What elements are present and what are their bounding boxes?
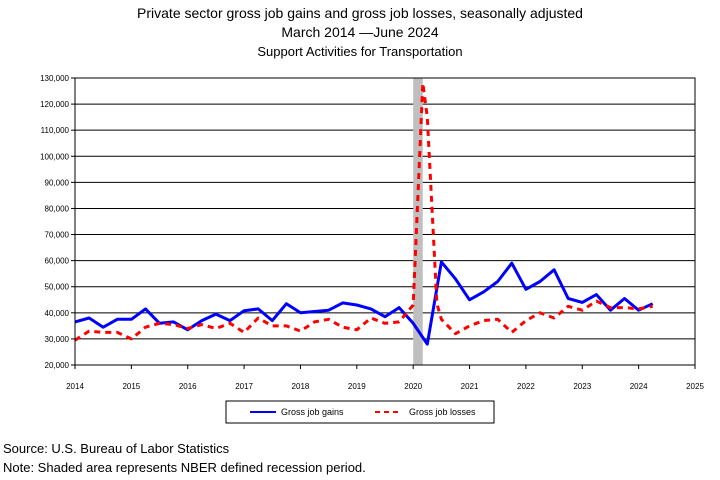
chart-title: Private sector gross job gains and gross…: [137, 5, 583, 21]
series-line-gross-job-losses: [74, 81, 653, 342]
y-tick-label: 80,000: [45, 204, 70, 213]
legend-label-gross-job-gains: Gross job gains: [281, 407, 344, 417]
y-tick-label: 130,000: [40, 74, 69, 83]
y-tick-label: 90,000: [45, 178, 70, 187]
x-tick-label: 2017: [235, 382, 253, 391]
y-tick-label: 100,000: [40, 152, 69, 161]
chart-subtitle-industry: Support Activities for Transportation: [257, 44, 463, 59]
legend-box: [225, 400, 495, 424]
x-tick-label: 2015: [122, 382, 140, 391]
legend: Gross job gains Gross job losses: [225, 400, 495, 424]
gridlines: [75, 103, 695, 340]
y-tick-label: 30,000: [45, 335, 70, 344]
y-tick-label: 70,000: [45, 231, 70, 240]
x-axis: 2014 2015 2016 2017 2018 2019 2020 2021 2022 2023…: [66, 365, 704, 391]
x-tick-label: 2019: [348, 382, 366, 391]
chart-subtitle-period: March 2014 —June 2024: [281, 24, 439, 40]
source-note: Source: U.S. Bureau of Labor Statistics: [3, 441, 230, 456]
x-tick-label: 2025: [686, 382, 704, 391]
y-tick-label: 50,000: [45, 283, 70, 292]
x-tick-label: 2023: [573, 382, 591, 391]
recession-note: Note: Shaded area represents NBER define…: [3, 460, 366, 475]
legend-label-gross-job-losses: Gross job losses: [409, 407, 476, 417]
chart-title-block: Private sector gross job gains and gross…: [0, 4, 720, 61]
series-layer: [74, 81, 654, 346]
y-tick-label: 110,000: [41, 126, 70, 135]
y-axis: 20,000 30,000 40,000 50,000 60,000 70,000 80,0…: [40, 74, 75, 370]
x-tick-label: 2022: [517, 382, 535, 391]
x-tick-label: 2021: [461, 382, 479, 391]
x-tick-label: 2024: [630, 382, 648, 391]
y-tick-label: 40,000: [45, 309, 70, 318]
series-line-gross-job-gains: [74, 260, 654, 346]
x-tick-label: 2014: [66, 382, 84, 391]
x-tick-label: 2018: [292, 382, 310, 391]
plot-frame: [74, 77, 696, 366]
x-tick-label: 2020: [404, 382, 422, 391]
y-tick-label: 20,000: [45, 361, 70, 370]
x-tick-label: 2016: [179, 382, 197, 391]
y-tick-label: 60,000: [45, 257, 70, 266]
y-tick-label: 120,000: [40, 100, 69, 109]
